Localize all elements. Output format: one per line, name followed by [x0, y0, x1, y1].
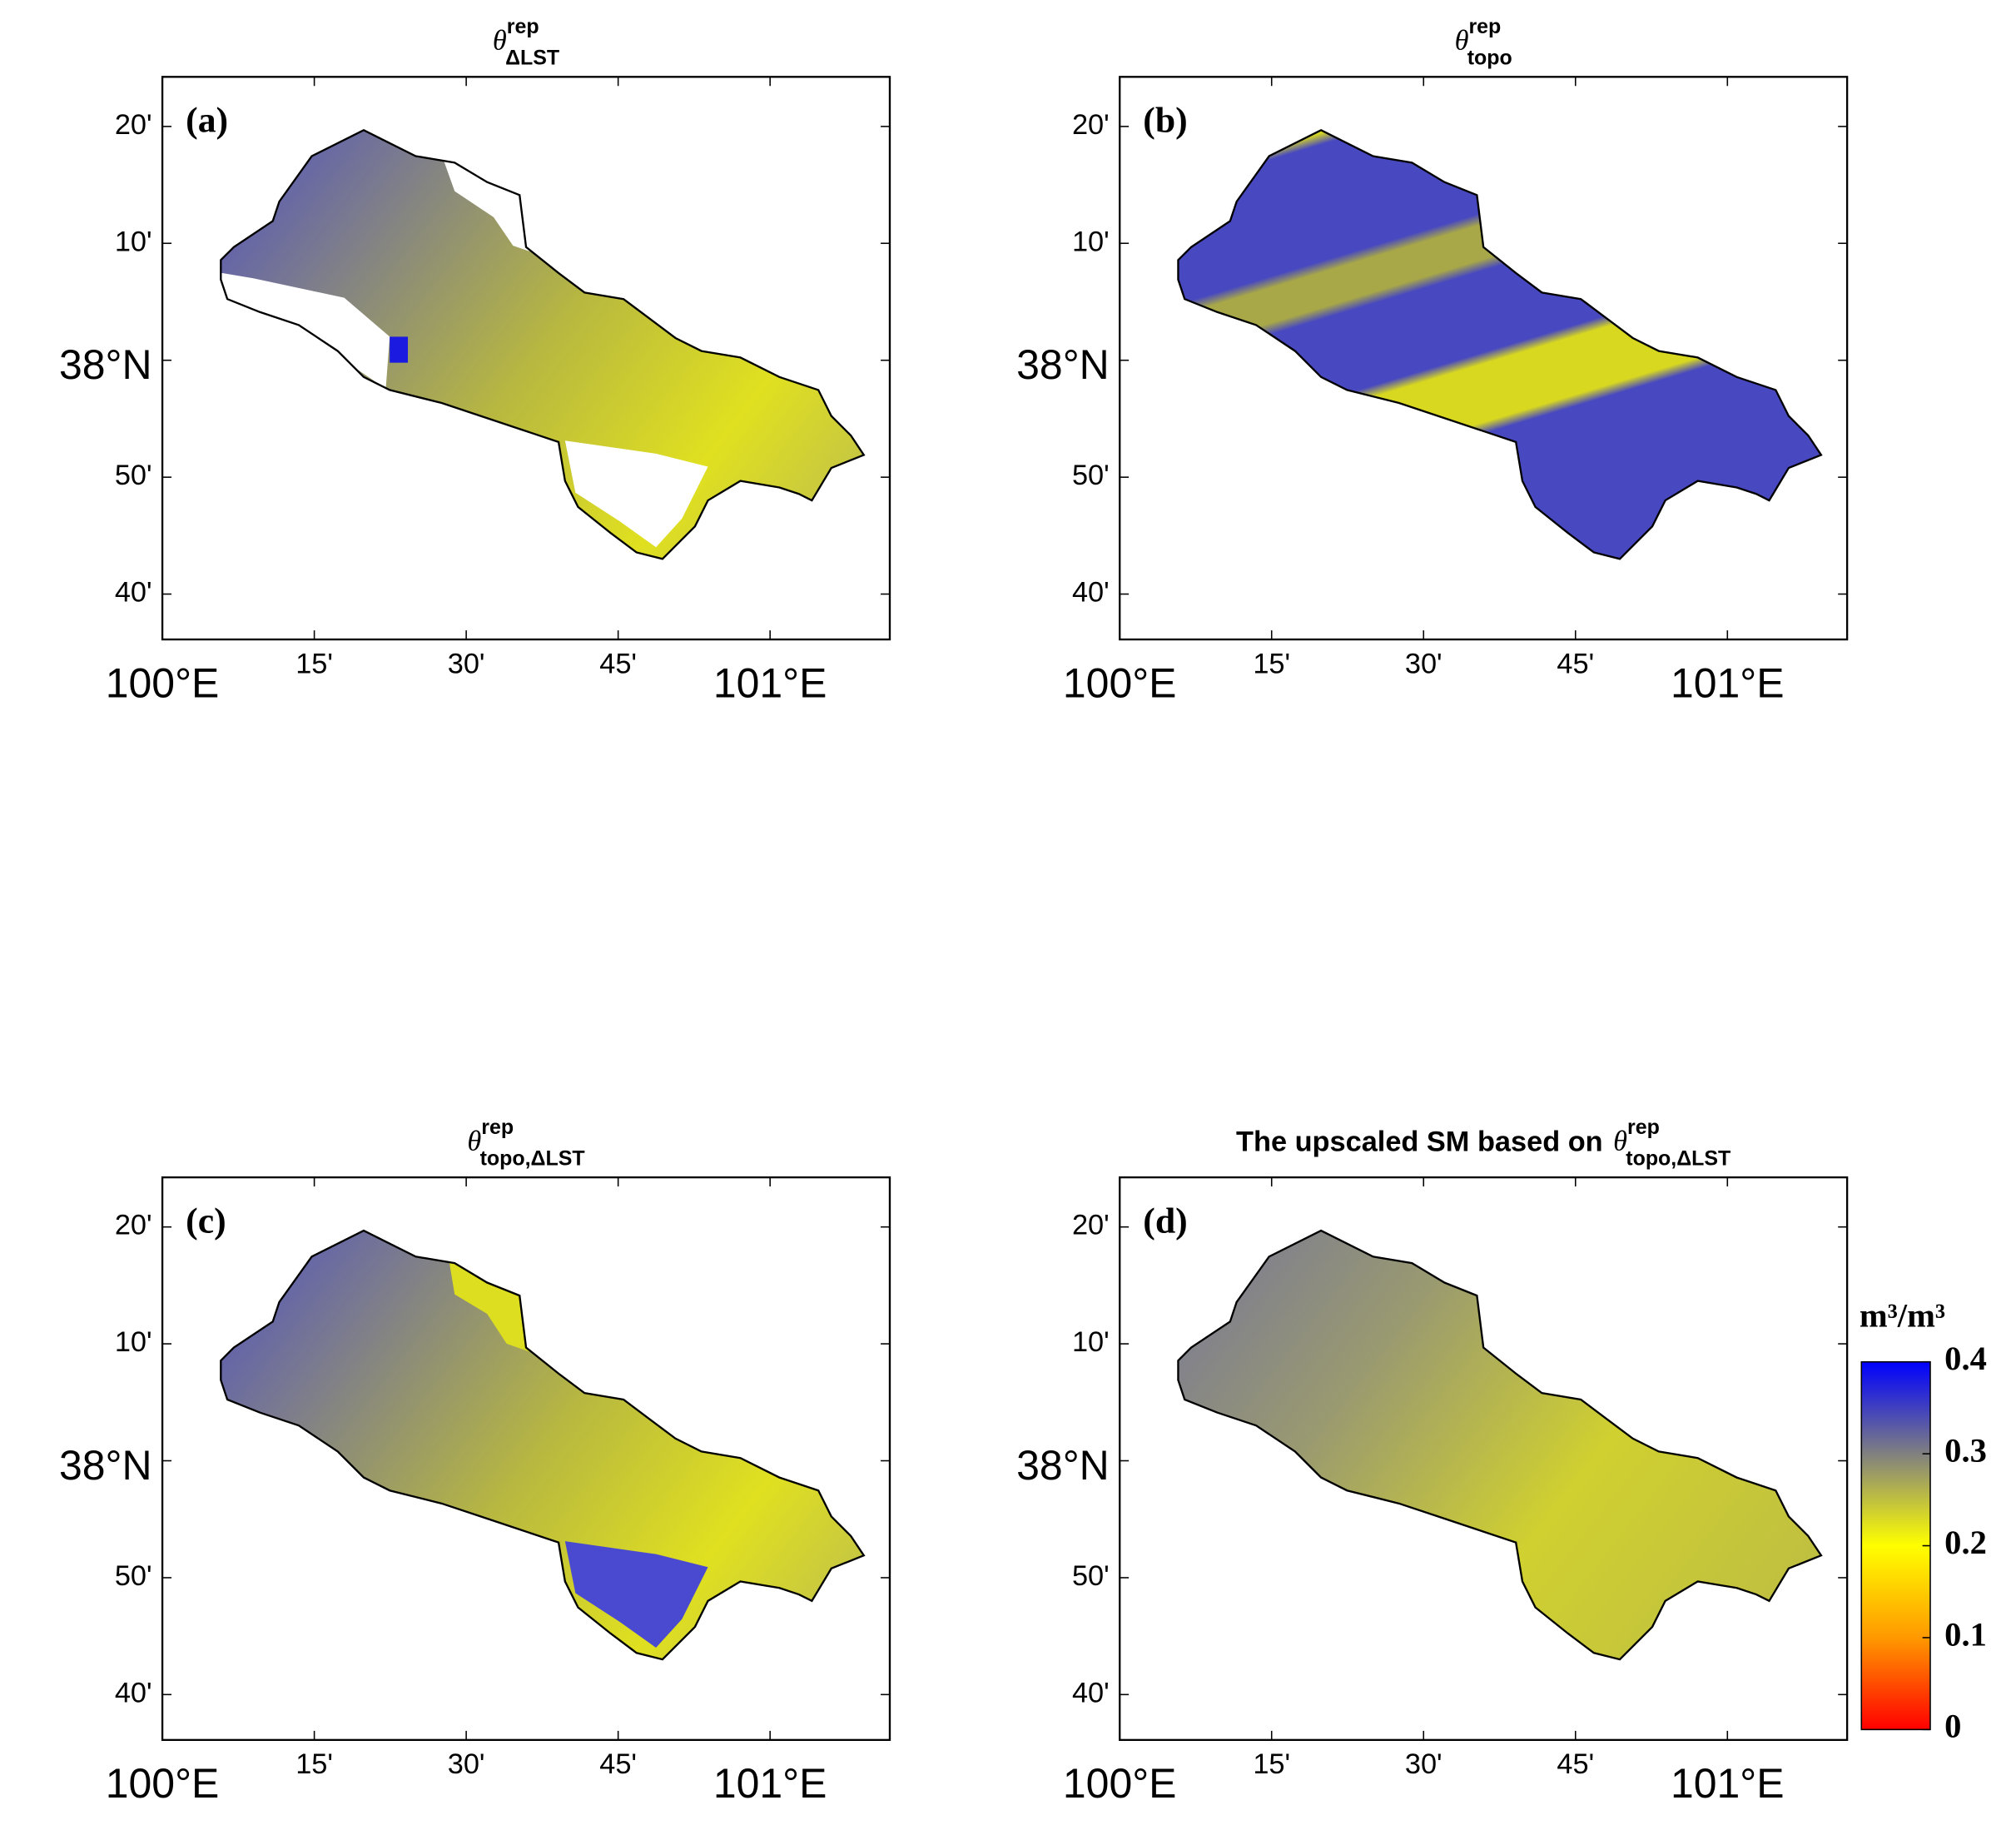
x-tick-label: 101°E [713, 659, 827, 706]
y-tick-label: 50' [115, 1560, 152, 1592]
y-tick-label: 50' [1072, 460, 1110, 491]
panel-label: (b) [1143, 101, 1187, 141]
colorbar-tick-label: 0.3 [1944, 1431, 1987, 1469]
x-tick-label: 45' [1557, 648, 1594, 679]
x-tick-label: 45' [599, 648, 637, 679]
title-sub: topo,ΔLST [1626, 1146, 1730, 1170]
y-tick-label: 38°N [1016, 1442, 1110, 1489]
colorbar-tick-label: 0.2 [1944, 1524, 1987, 1561]
panel-title: θrep ΔLST [493, 15, 559, 69]
x-tick-label: 15' [1253, 1748, 1290, 1780]
panel-label: (c) [186, 1201, 226, 1241]
y-tick-label: 10' [115, 1326, 152, 1358]
y-tick-label: 10' [1072, 1326, 1110, 1358]
title-sup: rep [1468, 15, 1501, 38]
x-tick-label: 15' [295, 1748, 333, 1780]
x-tick-label: 30' [1405, 648, 1442, 679]
axes-frame [161, 76, 891, 641]
y-tick-label: 40' [1072, 577, 1110, 609]
y-tick-label: 10' [1072, 226, 1110, 257]
title-symbol: θ [1613, 1125, 1627, 1156]
x-tick-label: 45' [1557, 1748, 1594, 1780]
panel-title: The upscaled SM based on θrep topo,ΔLST [1236, 1115, 1730, 1169]
y-tick-label: 50' [1072, 1560, 1110, 1592]
y-tick-label: 20' [1072, 1210, 1110, 1241]
y-tick-label: 40' [115, 577, 152, 609]
colorbar-tick-label: 0.4 [1944, 1340, 1987, 1377]
x-tick-label: 30' [448, 1748, 485, 1780]
y-tick-label: 10' [115, 226, 152, 257]
y-tick-label: 38°N [1016, 341, 1110, 388]
y-tick-label: 20' [1072, 109, 1110, 141]
colorbar-tick-label: 0.1 [1944, 1615, 1987, 1653]
map-b [1177, 129, 1823, 560]
y-tick-label: 40' [115, 1677, 152, 1708]
panel-label: (a) [186, 101, 228, 141]
x-tick-label: 101°E [1671, 1760, 1785, 1807]
x-tick-label: 101°E [713, 1760, 827, 1807]
panel-label: (d) [1143, 1201, 1187, 1241]
y-tick-label: 38°N [59, 1442, 152, 1489]
x-tick-label: 30' [448, 648, 485, 679]
title-sub: ΔLST [505, 46, 559, 69]
panel-title: θrep topo,ΔLST [467, 1115, 584, 1169]
y-tick-label: 20' [115, 109, 152, 141]
title-sup: rep [1627, 1115, 1660, 1138]
title-sub: topo [1467, 46, 1512, 69]
title-text: The upscaled SM based on [1236, 1126, 1603, 1158]
title-sub: topo,ΔLST [480, 1146, 585, 1170]
x-tick-label: 15' [295, 648, 333, 679]
x-tick-label: 15' [1253, 648, 1290, 679]
x-tick-label: 100°E [106, 659, 220, 706]
x-tick-label: 100°E [106, 1760, 220, 1807]
x-tick-label: 101°E [1671, 659, 1785, 706]
title-sup: rep [481, 1115, 514, 1138]
y-tick-label: 50' [115, 460, 152, 491]
map-a [220, 129, 865, 560]
y-tick-label: 20' [115, 1210, 152, 1241]
colorbar-unit: m³/m³ [1860, 1297, 1945, 1335]
x-tick-label: 30' [1405, 1748, 1442, 1780]
colorbar [1860, 1360, 1931, 1731]
colorbar-tick-label: 0 [1944, 1708, 1961, 1745]
axes-frame [1119, 76, 1849, 641]
title-symbol: θ [493, 25, 507, 57]
x-tick-label: 100°E [1063, 1760, 1177, 1807]
axes-frame [1119, 1176, 1849, 1742]
x-tick-label: 45' [599, 1748, 637, 1780]
map-d [1177, 1229, 1823, 1661]
panel-title: θrep topo [1455, 15, 1512, 69]
y-tick-label: 40' [1072, 1677, 1110, 1708]
axes-frame [161, 1176, 891, 1742]
map-c [220, 1229, 865, 1661]
title-symbol: θ [467, 1125, 481, 1156]
x-tick-label: 100°E [1063, 659, 1177, 706]
y-tick-label: 38°N [59, 341, 152, 388]
title-symbol: θ [1455, 25, 1469, 57]
title-sup: rep [507, 15, 539, 38]
